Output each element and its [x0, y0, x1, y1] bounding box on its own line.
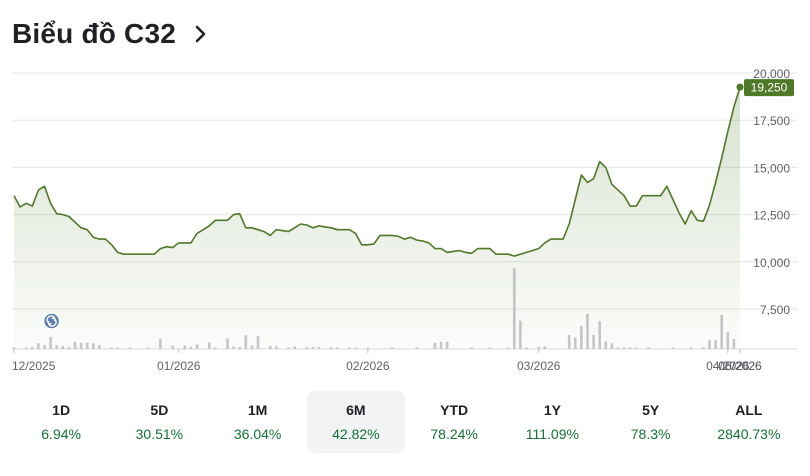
price-area	[14, 87, 740, 349]
price-chart[interactable]: 7,500 10,000 12,500 15,000 17,500 20,000 12/2…	[0, 60, 810, 380]
range-label: 5D	[150, 402, 169, 418]
x-tick-label: 01/2026	[157, 359, 201, 373]
range-label: 6M	[346, 402, 366, 418]
range-label: ALL	[735, 402, 763, 418]
x-tick-label: 12/2025	[12, 359, 56, 373]
y-tick-label: 12,500	[753, 209, 790, 223]
chart-title-link[interactable]: Biểu đồ C32	[12, 18, 212, 50]
range-label: 5Y	[642, 402, 660, 418]
chevron-right-icon	[190, 23, 212, 45]
range-change: 2840.73%	[717, 426, 781, 442]
range-change: 30.51%	[135, 426, 184, 442]
price-line	[13, 86, 741, 257]
range-change: 36.04%	[233, 426, 282, 442]
x-tick-label: 02/2026	[346, 359, 390, 373]
range-tab-5d[interactable]: 5D 30.51%	[110, 391, 208, 453]
range-tab-1d[interactable]: 1D 6.94%	[12, 391, 110, 453]
y-tick-label: 10,000	[753, 256, 790, 270]
x-tick-label: 03/2026	[517, 359, 561, 373]
y-tick-label: 20,000	[753, 67, 790, 81]
last-price-badge	[744, 79, 794, 97]
last-price-dot	[736, 83, 744, 91]
x-tick-label: 04/2026	[706, 359, 750, 373]
y-tick-label: 17,500	[753, 114, 790, 128]
range-tab-ytd[interactable]: YTD 78.24%	[405, 391, 503, 453]
range-label: 1Y	[543, 402, 561, 418]
range-change: 78.3%	[630, 426, 671, 442]
range-tab-5y[interactable]: 5Y 78.3%	[602, 391, 700, 453]
y-tick-label: 15,000	[753, 161, 790, 175]
time-range-selector: 1D 6.94% 5D 30.51% 1M 36.04% 6M 42.82% YTD 78.24%…	[12, 391, 798, 453]
range-label: 1M	[247, 402, 268, 418]
range-tab-1y[interactable]: 1Y 111.09%	[503, 391, 601, 453]
range-change: 42.82%	[332, 426, 380, 442]
range-change: 6.94%	[41, 426, 81, 442]
range-change: 111.09%	[525, 426, 579, 442]
range-tab-all[interactable]: ALL 2840.73%	[700, 391, 798, 453]
range-tab-6m[interactable]: 6M 42.82%	[306, 391, 405, 453]
range-change: 78.24%	[430, 426, 478, 442]
range-label: YTD	[440, 402, 469, 418]
x-tick-label: 05/2026	[718, 359, 762, 373]
x-tick-label: 06/2026	[718, 359, 762, 373]
page-title: Biểu đồ C32	[12, 18, 177, 49]
dividend-event-icon[interactable]	[42, 312, 61, 330]
last-price-label: 19,250	[751, 81, 788, 95]
y-tick-label: 7,500	[760, 303, 790, 317]
range-tab-1m[interactable]: 1M 36.04%	[209, 391, 307, 453]
range-label: 1D	[52, 402, 71, 418]
